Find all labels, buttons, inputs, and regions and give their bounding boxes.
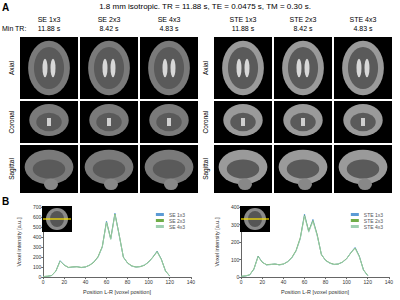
svg-text:A: A	[2, 2, 9, 13]
svg-text:8.42 s: 8.42 s	[293, 25, 313, 32]
svg-text:120: 120	[364, 279, 373, 285]
svg-text:500: 500	[33, 224, 42, 230]
svg-text:SE 4x3: SE 4x3	[169, 224, 185, 230]
svg-text:SE 4x3: SE 4x3	[158, 16, 181, 23]
svg-text:300: 300	[33, 244, 42, 250]
svg-text:80: 80	[125, 279, 131, 285]
svg-text:300: 300	[231, 222, 240, 228]
svg-text:Voxel intensity [a.u.]: Voxel intensity [a.u.]	[214, 217, 220, 266]
svg-text:200: 200	[231, 239, 240, 245]
svg-text:400: 400	[33, 234, 42, 240]
svg-text:20: 20	[260, 279, 266, 285]
svg-text:Position L-R [voxel position]: Position L-R [voxel position]	[281, 289, 349, 295]
svg-text:11.88 s: 11.88 s	[38, 25, 61, 32]
svg-text:8.42 s: 8.42 s	[99, 25, 119, 32]
svg-text:4.83 s: 4.83 s	[353, 25, 373, 32]
svg-text:400: 400	[231, 204, 240, 210]
svg-text:140: 140	[187, 279, 196, 285]
svg-text:STE 2x3: STE 2x3	[363, 217, 383, 224]
svg-text:STE 4x3: STE 4x3	[350, 16, 377, 23]
svg-text:100: 100	[342, 279, 351, 285]
svg-text:100: 100	[231, 257, 240, 263]
svg-text:700: 700	[33, 204, 42, 210]
svg-text:Coronal: Coronal	[8, 110, 15, 133]
svg-text:4.83 s: 4.83 s	[159, 25, 179, 32]
svg-text:60: 60	[104, 279, 110, 285]
html-text:B: B	[2, 196, 10, 207]
svg-text:STE 1x3: STE 1x3	[230, 16, 257, 23]
svg-text:Voxel intensity [a.u.]: Voxel intensity [a.u.]	[16, 217, 22, 266]
svg-text:40: 40	[83, 279, 89, 285]
svg-text:Axial: Axial	[202, 60, 209, 75]
svg-text:Sagittal: Sagittal	[8, 158, 16, 180]
svg-text:100: 100	[33, 264, 42, 270]
svg-text:0: 0	[240, 279, 243, 285]
svg-text:80: 80	[323, 279, 329, 285]
svg-text:STE 4x3: STE 4x3	[364, 224, 383, 230]
svg-text:STE 2x3: STE 2x3	[290, 16, 317, 23]
svg-text:SE 1x3: SE 1x3	[168, 211, 185, 218]
svg-text:Axial: Axial	[8, 60, 15, 75]
svg-text:60: 60	[302, 279, 308, 285]
svg-text:SE 1x3: SE 1x3	[38, 16, 61, 23]
svg-text:1.8 mm isotropic. TR = 11.88 s: 1.8 mm isotropic. TR = 11.88 s, TE = 0.0…	[99, 2, 311, 11]
svg-text:Coronal: Coronal	[202, 110, 209, 133]
svg-text:0: 0	[236, 274, 240, 281]
svg-text:0: 0	[42, 279, 45, 285]
svg-text:SE 2x3: SE 2x3	[168, 217, 185, 224]
svg-text:STE 1x3: STE 1x3	[363, 211, 383, 218]
svg-text:Position L-R [voxel position]: Position L-R [voxel position]	[83, 289, 151, 295]
svg-text:11.88 s: 11.88 s	[232, 25, 255, 32]
svg-text:Sagittal: Sagittal	[202, 158, 210, 180]
svg-text:120: 120	[166, 279, 175, 285]
svg-text:140: 140	[385, 279, 394, 285]
svg-text:40: 40	[281, 279, 287, 285]
svg-text:600: 600	[33, 214, 42, 220]
svg-text:100: 100	[144, 279, 153, 285]
svg-text:0: 0	[38, 274, 42, 281]
svg-text:200: 200	[33, 254, 42, 260]
svg-text:Min TR:: Min TR:	[2, 25, 26, 32]
svg-text:20: 20	[62, 279, 68, 285]
svg-text:SE 2x3: SE 2x3	[98, 16, 121, 23]
